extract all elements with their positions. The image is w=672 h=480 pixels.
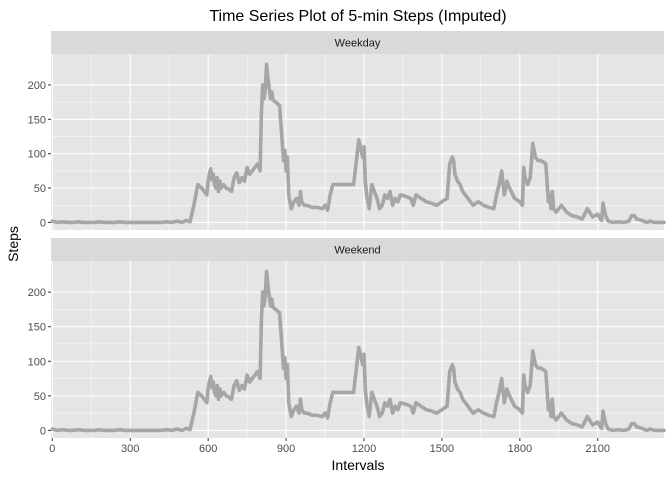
x-tick-label: 900 xyxy=(277,443,295,455)
x-tick-label: 1500 xyxy=(430,443,454,455)
y-tick-label: 150 xyxy=(28,322,46,334)
x-tick-label: 0 xyxy=(49,443,55,455)
facet-strip xyxy=(51,238,664,261)
panel-weekend: Weekend 0 50 100 150 200 0 300 600 900 1200 1500 180… xyxy=(28,238,666,455)
x-axis-title: Intervals xyxy=(332,457,385,473)
chart-title: Time Series Plot of 5-min Steps (Imputed… xyxy=(209,8,506,25)
x-tick-label: 1200 xyxy=(352,443,376,455)
facet-panels: Weekday 0 50 100 150 200 Weekend 0 50 100 150 200 0 3… xyxy=(28,31,666,455)
y-tick-label: 50 xyxy=(34,183,46,195)
y-tick-label: 200 xyxy=(28,287,46,299)
series-line-weekday xyxy=(50,62,666,225)
facet-label: Weekend xyxy=(334,245,380,257)
x-tick-label: 1800 xyxy=(508,443,532,455)
facet-label: Weekday xyxy=(335,38,381,50)
y-tick-label: 0 xyxy=(40,217,46,229)
y-tick-label: 100 xyxy=(28,356,46,368)
x-tick-label: 600 xyxy=(199,443,217,455)
y-axis-title: Steps xyxy=(5,226,21,262)
x-tick-label: 300 xyxy=(121,443,139,455)
y-tick-label: 150 xyxy=(28,114,46,126)
y-tick-label: 50 xyxy=(34,391,46,403)
y-tick-label: 100 xyxy=(28,149,46,161)
series-line-weekend xyxy=(50,269,666,433)
facet-strip xyxy=(51,31,664,54)
y-tick-label: 0 xyxy=(40,425,46,437)
panel-weekday: Weekday 0 50 100 150 200 xyxy=(28,31,666,230)
y-tick-label: 200 xyxy=(28,80,46,92)
x-tick-label: 2100 xyxy=(586,443,610,455)
